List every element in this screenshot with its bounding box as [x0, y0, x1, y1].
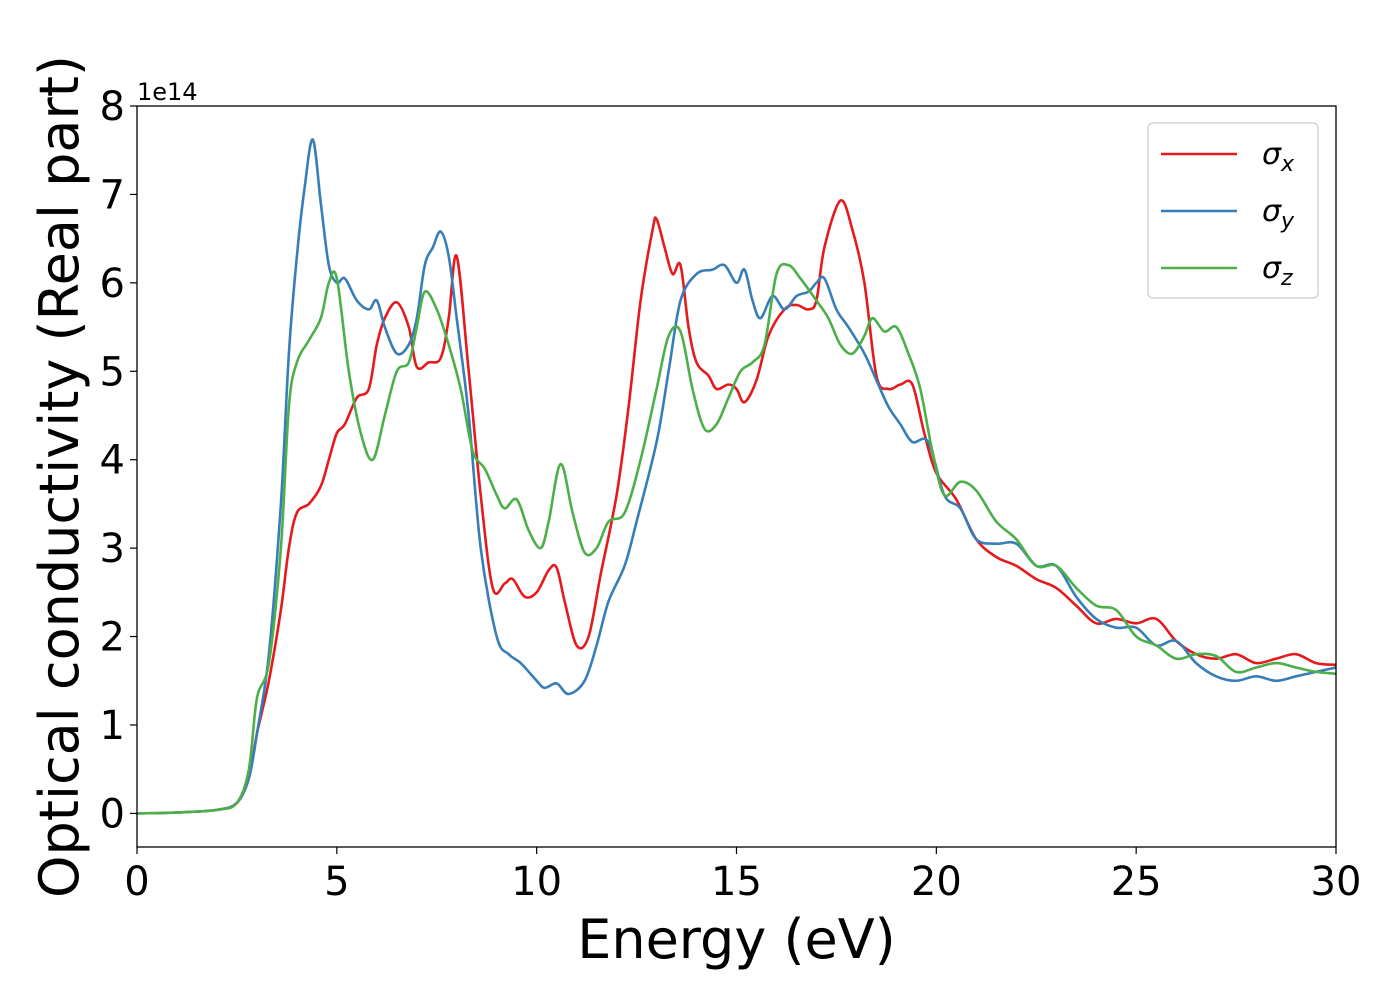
y-tick-label: 7 — [100, 172, 125, 218]
x-tick-label: 10 — [511, 859, 562, 905]
y-tick-label: 1 — [100, 703, 125, 749]
x-tick-label: 20 — [911, 859, 962, 905]
y-tick-label: 0 — [100, 791, 125, 837]
legend-label-sigma-z: σz — [1262, 251, 1293, 291]
legend-label-sigma-y: σy — [1262, 194, 1295, 234]
y-tick-label: 4 — [100, 438, 125, 484]
y-axis-label: Optical conductivity (Real part) — [28, 55, 91, 898]
y-tick-label: 2 — [100, 615, 125, 661]
y-axis-ticks: 0 1 2 3 4 5 6 7 8 — [100, 84, 137, 837]
x-tick-label: 25 — [1111, 859, 1162, 905]
legend: σx σy σz — [1147, 122, 1319, 299]
x-tick-label: 0 — [124, 859, 149, 905]
x-tick-label: 15 — [711, 859, 762, 905]
series-line-sigma-x — [137, 199, 1336, 815]
y-tick-label: 3 — [100, 526, 125, 572]
x-axis-ticks: 0 5 10 15 20 25 30 — [124, 847, 1361, 905]
y-tick-label: 5 — [100, 349, 125, 395]
x-axis-label: Energy (eV) — [577, 908, 896, 971]
series-line-sigma-z — [137, 262, 1336, 815]
y-tick-label: 8 — [100, 84, 125, 130]
y-tick-label: 6 — [100, 261, 125, 307]
x-tick-label: 30 — [1311, 859, 1362, 905]
legend-label-sigma-x: σx — [1262, 137, 1295, 177]
series-layer — [137, 138, 1336, 815]
legend-items: σx σy σz — [1161, 137, 1295, 291]
x-tick-label: 5 — [324, 859, 349, 905]
y-offset-label: 1e14 — [137, 78, 198, 106]
